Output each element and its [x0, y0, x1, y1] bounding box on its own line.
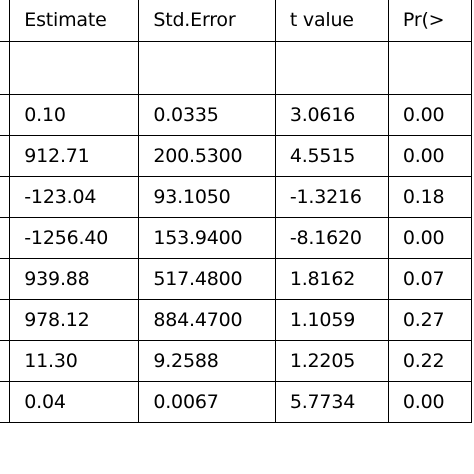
table-cell-p-value: 0.00	[387, 381, 473, 423]
table-cell	[0, 176, 11, 218]
table-cell	[0, 94, 11, 136]
table-cell-std-error: 153.9400	[138, 217, 276, 259]
table-cell	[0, 258, 11, 300]
table-cell-std-error: 93.1050	[138, 176, 276, 218]
table-cell	[0, 381, 11, 423]
table-cell-estimate: 11.30	[9, 340, 140, 382]
table-cell-t-value: 4.5515	[274, 135, 389, 177]
table-cell-std-error: 884.4700	[138, 299, 276, 341]
column-header-std-error: Std.Error	[138, 0, 276, 42]
table-cell-t-value: 1.8162	[274, 258, 389, 300]
row-label-column-header	[0, 0, 11, 42]
table-row: 11.30 9.2588 1.2205 0.22	[0, 340, 473, 382]
table-cell-t-value: 5.7734	[274, 381, 389, 423]
table-row: 939.88 517.4800 1.8162 0.07	[0, 258, 473, 300]
table-cell-estimate: -1256.40	[9, 217, 140, 259]
header-row: Estimate Std.Error t value Pr(>	[0, 0, 473, 42]
table-cell-estimate: 978.12	[9, 299, 140, 341]
table-cell-t-value: 1.2205	[274, 340, 389, 382]
table-cell	[0, 135, 11, 177]
table-cell-t-value: 3.0616	[274, 94, 389, 136]
table-cell-estimate: 0.10	[9, 94, 140, 136]
table-cell-std-error: 517.4800	[138, 258, 276, 300]
empty-row	[0, 41, 473, 95]
table-cell-p-value: 0.27	[387, 299, 473, 341]
table-cell-p-value: 0.00	[387, 217, 473, 259]
table-cell-std-error: 9.2588	[138, 340, 276, 382]
table-cell-p-value: 0.00	[387, 135, 473, 177]
table-cell	[387, 41, 473, 95]
table-row: 0.04 0.0067 5.7734 0.00	[0, 381, 473, 423]
table-cell-estimate: 939.88	[9, 258, 140, 300]
table-cell	[0, 299, 11, 341]
table-cell	[138, 41, 276, 95]
column-header-estimate: Estimate	[9, 0, 140, 42]
column-header-p-value: Pr(>	[387, 0, 473, 42]
table-cell-p-value: 0.22	[387, 340, 473, 382]
table-cell	[274, 41, 389, 95]
table-cell-p-value: 0.18	[387, 176, 473, 218]
table-cell	[9, 41, 140, 95]
table-cell-t-value: -8.1620	[274, 217, 389, 259]
regression-results-table: Estimate Std.Error t value Pr(> 0.10 0.0…	[0, 0, 473, 423]
table-cell-std-error: 200.5300	[138, 135, 276, 177]
table-cell	[0, 217, 11, 259]
table-cell-estimate: 912.71	[9, 135, 140, 177]
table-row: -123.04 93.1050 -1.3216 0.18	[0, 176, 473, 218]
table-row: 912.71 200.5300 4.5515 0.00	[0, 135, 473, 177]
table-cell	[0, 340, 11, 382]
table-cell-std-error: 0.0335	[138, 94, 276, 136]
table-row: 978.12 884.4700 1.1059 0.27	[0, 299, 473, 341]
table-cell-estimate: 0.04	[9, 381, 140, 423]
table-cell	[0, 41, 11, 95]
table-row: 0.10 0.0335 3.0616 0.00	[0, 94, 473, 136]
table-row: -1256.40 153.9400 -8.1620 0.00	[0, 217, 473, 259]
column-header-t-value: t value	[274, 0, 389, 42]
table-cell-t-value: 1.1059	[274, 299, 389, 341]
table-cell-estimate: -123.04	[9, 176, 140, 218]
table-cell-t-value: -1.3216	[274, 176, 389, 218]
table-cell-std-error: 0.0067	[138, 381, 276, 423]
table-cell-p-value: 0.00	[387, 94, 473, 136]
table-cell-p-value: 0.07	[387, 258, 473, 300]
